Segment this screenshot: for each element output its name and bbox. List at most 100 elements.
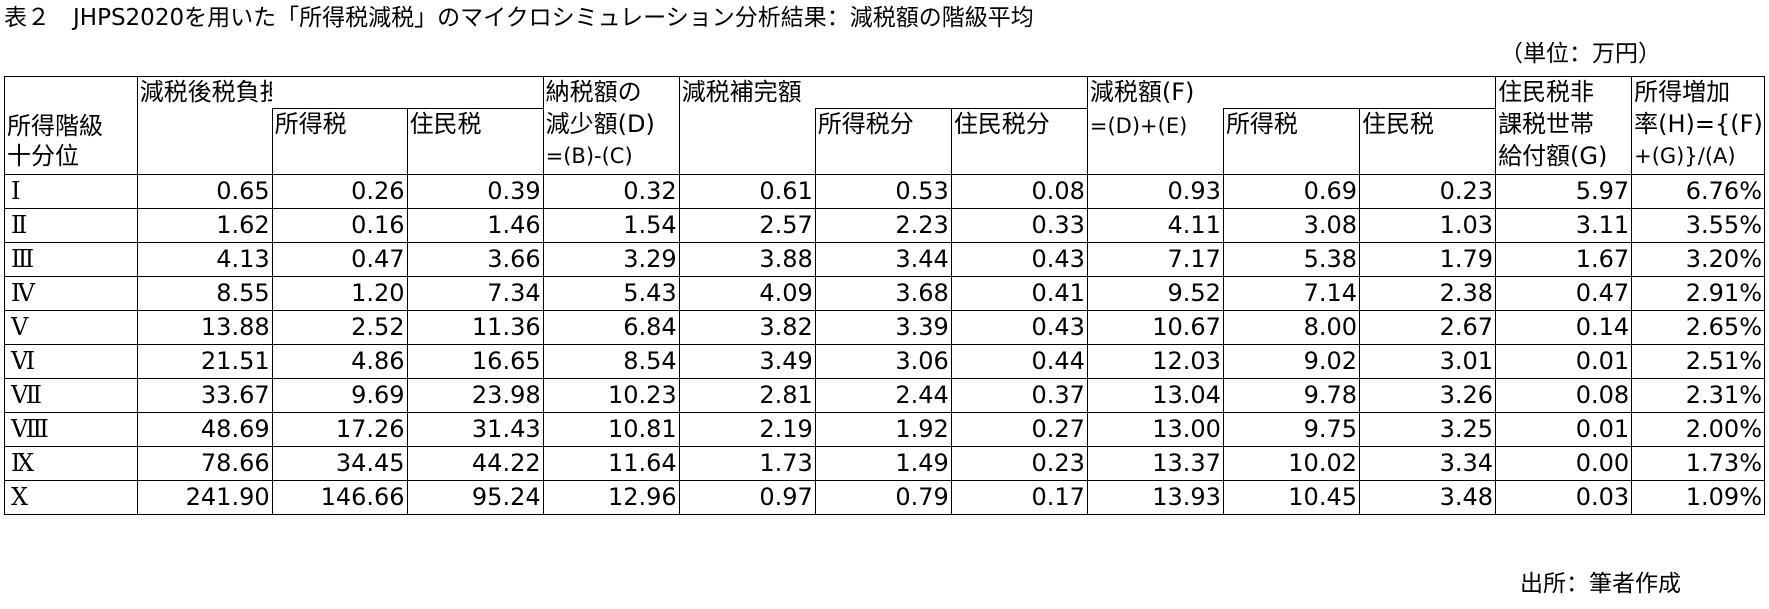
h-cell: 2.51% bbox=[1631, 344, 1765, 379]
header-f-formula: =(D)+(E) bbox=[1086, 108, 1224, 141]
e-total-cell: 3.82 bbox=[678, 310, 816, 345]
e-income-tax-cell: 3.44 bbox=[814, 242, 952, 277]
c-income-tax-cell: 1.20 bbox=[271, 276, 408, 311]
g-cell: 0.00 bbox=[1495, 446, 1633, 481]
g-cell: 0.47 bbox=[1495, 276, 1633, 311]
header-g-line2: 課税世帯 bbox=[1495, 108, 1633, 141]
header-c-resident-tax: 住民税 bbox=[406, 108, 544, 141]
f-resident-tax-cell: 1.03 bbox=[1358, 208, 1497, 243]
f-income-tax-cell: 9.02 bbox=[1222, 344, 1361, 379]
d-cell: 6.84 bbox=[542, 310, 680, 345]
header-h-line2: 率(H)={(F) bbox=[1631, 108, 1765, 141]
header-c-income-blank bbox=[271, 140, 408, 175]
d-cell: 3.29 bbox=[542, 242, 680, 277]
f-resident-tax-cell: 3.25 bbox=[1358, 412, 1497, 447]
h-cell: 1.09% bbox=[1631, 480, 1765, 515]
header-c-blank bbox=[136, 108, 273, 141]
header-c-blank-2 bbox=[136, 140, 273, 175]
g-cell: 0.01 bbox=[1495, 412, 1633, 447]
header-e-income-blank bbox=[814, 140, 952, 175]
header-f-income-tax: 所得税 bbox=[1222, 108, 1361, 141]
c-income-tax-cell: 2.52 bbox=[271, 310, 408, 345]
e-total-cell: 1.73 bbox=[678, 446, 816, 481]
decile-cell: Ⅷ bbox=[4, 412, 138, 447]
table-row: Ⅳ 8.55 1.20 7.34 5.43 4.09 3.68 0.41 9.52 7.14 2.3… bbox=[4, 276, 1765, 311]
f-resident-tax-cell: 3.26 bbox=[1358, 378, 1497, 413]
e-total-cell: 4.09 bbox=[678, 276, 816, 311]
c-income-tax-cell: 9.69 bbox=[271, 378, 408, 413]
header-f-group-filler bbox=[1223, 76, 1360, 109]
c-resident-tax-cell: 31.43 bbox=[406, 412, 544, 447]
table-body: Ⅰ 0.65 0.26 0.39 0.32 0.61 0.53 0.08 0.93 0.69 0.2… bbox=[4, 174, 1765, 515]
f-total-cell: 13.37 bbox=[1086, 446, 1224, 481]
table-row: Ⅰ 0.65 0.26 0.39 0.32 0.61 0.53 0.08 0.93 0.69 0.2… bbox=[4, 174, 1765, 209]
g-cell: 3.11 bbox=[1495, 208, 1633, 243]
e-resident-tax-cell: 0.43 bbox=[950, 242, 1088, 277]
f-income-tax-cell: 9.78 bbox=[1222, 378, 1361, 413]
d-cell: 11.64 bbox=[542, 446, 680, 481]
f-resident-tax-cell: 1.79 bbox=[1358, 242, 1497, 277]
header-f-income-blank bbox=[1222, 140, 1361, 175]
c-income-tax-cell: 4.86 bbox=[271, 344, 408, 379]
h-cell: 2.65% bbox=[1631, 310, 1765, 345]
h-cell: 3.20% bbox=[1631, 242, 1765, 277]
f-resident-tax-cell: 3.01 bbox=[1358, 344, 1497, 379]
e-income-tax-cell: 1.49 bbox=[814, 446, 952, 481]
e-income-tax-cell: 3.68 bbox=[814, 276, 952, 311]
table-row: Ⅱ 1.62 0.16 1.46 1.54 2.57 2.23 0.33 4.11 3.08 1.0… bbox=[4, 208, 1765, 243]
table-row: Ⅵ 21.51 4.86 16.65 8.54 3.49 3.06 0.44 12.03 9.02… bbox=[4, 344, 1765, 379]
f-resident-tax-cell: 3.34 bbox=[1358, 446, 1497, 481]
header-row-1: 減税後税負担額(C) 納税額の 減税補完額（E) 減税額(F) 住民税非 所得増… bbox=[4, 76, 1765, 109]
decile-header-top bbox=[4, 76, 138, 109]
e-income-tax-cell: 3.06 bbox=[814, 344, 952, 379]
c-total-cell: 78.66 bbox=[136, 446, 273, 481]
g-cell: 0.03 bbox=[1495, 480, 1633, 515]
h-cell: 1.73% bbox=[1631, 446, 1765, 481]
header-c-group-filler bbox=[407, 76, 544, 109]
c-income-tax-cell: 0.47 bbox=[271, 242, 408, 277]
header-h-line3: +(G)}/(A) bbox=[1631, 140, 1765, 175]
f-total-cell: 13.04 bbox=[1086, 378, 1224, 413]
decile-cell: Ⅶ bbox=[4, 378, 138, 413]
decile-cell: Ⅱ bbox=[4, 208, 138, 243]
d-cell: 1.54 bbox=[542, 208, 680, 243]
e-resident-tax-cell: 0.37 bbox=[950, 378, 1088, 413]
decile-cell: Ⅴ bbox=[4, 310, 138, 345]
c-resident-tax-cell: 44.22 bbox=[406, 446, 544, 481]
unit-label: （単位：万円） bbox=[1500, 41, 1661, 67]
e-resident-tax-cell: 0.44 bbox=[950, 344, 1088, 379]
g-cell: 0.01 bbox=[1495, 344, 1633, 379]
f-income-tax-cell: 8.00 bbox=[1222, 310, 1361, 345]
header-d-line2: 減少額(D) bbox=[542, 108, 680, 141]
e-income-tax-cell: 2.23 bbox=[814, 208, 952, 243]
decile-cell: Ⅰ bbox=[4, 174, 138, 209]
results-table: 減税後税負担額(C) 納税額の 減税補完額（E) 減税額(F) 住民税非 所得増… bbox=[4, 76, 1765, 515]
c-resident-tax-cell: 23.98 bbox=[406, 378, 544, 413]
d-cell: 10.81 bbox=[542, 412, 680, 447]
d-cell: 0.32 bbox=[542, 174, 680, 209]
c-resident-tax-cell: 3.66 bbox=[406, 242, 544, 277]
e-resident-tax-cell: 0.41 bbox=[950, 276, 1088, 311]
e-total-cell: 3.88 bbox=[678, 242, 816, 277]
decile-cell: Ⅹ bbox=[4, 480, 138, 515]
e-income-tax-cell: 3.39 bbox=[814, 310, 952, 345]
header-e-blank bbox=[678, 108, 816, 141]
c-total-cell: 1.62 bbox=[136, 208, 273, 243]
header-e-resident-tax: 住民税分 bbox=[950, 108, 1088, 141]
c-income-tax-cell: 0.16 bbox=[271, 208, 408, 243]
f-total-cell: 7.17 bbox=[1086, 242, 1224, 277]
c-total-cell: 241.90 bbox=[136, 480, 273, 515]
header-c-group-filler bbox=[272, 76, 408, 109]
g-cell: 1.67 bbox=[1495, 242, 1633, 277]
e-income-tax-cell: 2.44 bbox=[814, 378, 952, 413]
c-resident-tax-cell: 7.34 bbox=[406, 276, 544, 311]
c-resident-tax-cell: 16.65 bbox=[406, 344, 544, 379]
e-resident-tax-cell: 0.33 bbox=[950, 208, 1088, 243]
f-resident-tax-cell: 3.48 bbox=[1358, 480, 1497, 515]
header-c-resident-blank bbox=[406, 140, 544, 175]
f-total-cell: 13.00 bbox=[1086, 412, 1224, 447]
header-f-group: 減税額(F) bbox=[1086, 76, 1224, 109]
table-row: Ⅲ 4.13 0.47 3.66 3.29 3.88 3.44 0.43 7.17 5.38 1.7… bbox=[4, 242, 1765, 277]
header-f-resident-tax: 住民税 bbox=[1358, 108, 1497, 141]
d-cell: 8.54 bbox=[542, 344, 680, 379]
